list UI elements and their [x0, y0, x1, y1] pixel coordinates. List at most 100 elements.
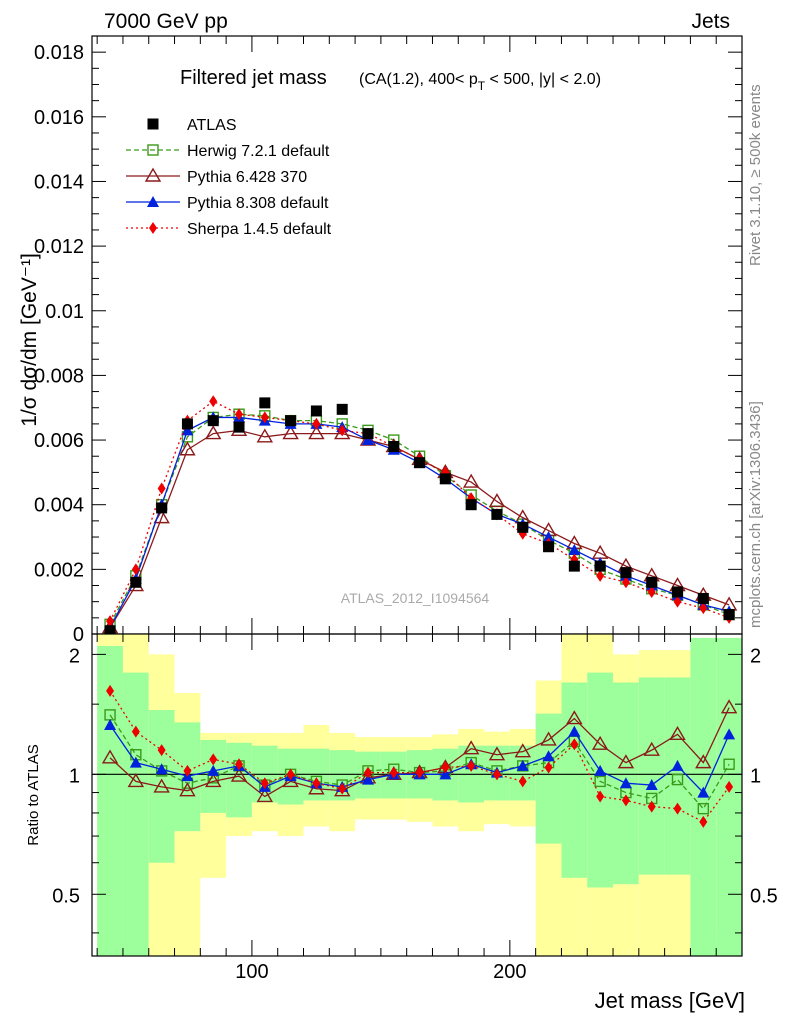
main-point-atlas — [543, 541, 555, 553]
ratio-y-tick-label: 2 — [69, 645, 80, 667]
legend: ATLAS Herwig 7.2.1 default Pythia 6.428 37… — [126, 117, 332, 238]
main-point-sherpa-1-4-5-default — [209, 395, 218, 408]
ratio-point-herwig-7-2-1-default — [594, 775, 606, 788]
legend-label-sherpa-1-4-5-default: Sherpa 1.4.5 default — [187, 221, 332, 238]
main-point-pythia-8-308-default — [181, 424, 194, 436]
ratio-point-pythia-6-428-370 — [101, 749, 119, 764]
ratio-y-axis: 0.5 0.5 1 1 2 2 — [52, 645, 778, 934]
main-point-sherpa-1-4-5-default — [106, 615, 115, 628]
main-point-atlas — [568, 560, 580, 572]
ratio-inner-band — [535, 713, 562, 844]
main-point-atlas — [388, 441, 400, 453]
ratio-x-axis: 100 200 — [96, 634, 743, 983]
main-point-sherpa-1-4-5-default — [235, 408, 244, 421]
rivet-version-label: Rivet 3.1.10, ≥ 500k events — [747, 84, 764, 266]
ratio-point-pythia-6-428-370 — [720, 699, 738, 714]
ratio-point-pythia-8-308-default — [619, 777, 632, 789]
header-energy-label: 7000 GeV pp — [104, 10, 228, 33]
ratio-point-pythia-6-428-370 — [462, 740, 480, 755]
ratio-point-pythia-6-428-370 — [591, 735, 609, 750]
main-point-atlas — [259, 397, 271, 409]
main-line-sherpa-1-4-5-default — [109, 400, 730, 622]
ratio-point-sherpa-1-4-5-default — [441, 761, 450, 774]
main-point-atlas — [414, 457, 426, 469]
main-point-atlas — [130, 576, 142, 588]
ratio-point-sherpa-1-4-5-default — [699, 815, 708, 828]
main-y-tick-label: 0.014 — [34, 171, 84, 193]
ratio-point-sherpa-1-4-5-default — [157, 744, 166, 757]
ratio-point-pythia-8-308-default — [568, 725, 581, 737]
legend-marker-pythia-6-428-370 — [144, 167, 162, 182]
ratio-y-tick-label-right: 2 — [750, 645, 761, 667]
ratio-point-pythia-8-308-default — [516, 759, 529, 771]
ratio-inner-band — [226, 742, 252, 818]
ratio-panel: 0.5 0.5 1 1 2 2 100 200 Ratio to ATLAS Jet mas… — [25, 633, 778, 1013]
x-tick-label: 200 — [493, 961, 526, 983]
legend-label-herwig-7-2-1-default: Herwig 7.2.1 default — [187, 143, 330, 160]
ratio-point-sherpa-1-4-5-default — [492, 768, 501, 781]
main-distribution-panel: 0 0.002 0.004 0.006 0.008 0.01 0.012 0.014 0.016… — [18, 35, 743, 646]
main-point-atlas — [310, 405, 322, 417]
main-point-sherpa-1-4-5-default — [260, 411, 269, 424]
ratio-point-herwig-7-2-1-default — [697, 802, 710, 815]
x-axis-label: Jet mass [GeV] — [595, 988, 745, 1013]
main-y-tick-label: 0 — [73, 624, 84, 646]
main-point-sherpa-1-4-5-default — [699, 602, 708, 615]
ratio-point-sherpa-1-4-5-default — [106, 684, 115, 697]
ratio-point-sherpa-1-4-5-default — [415, 766, 424, 779]
main-point-sherpa-1-4-5-default — [312, 417, 321, 430]
ratio-point-herwig-7-2-1-default — [723, 758, 735, 770]
ratio-inner-band — [716, 637, 742, 956]
ratio-point-pythia-6-428-370 — [127, 773, 145, 788]
ratio-inner-band — [509, 745, 536, 801]
legend-marker-sherpa-1-4-5-default — [149, 222, 157, 234]
ratio-point-sherpa-1-4-5-default — [570, 738, 579, 751]
ratio-point-pythia-8-308-default — [542, 750, 555, 762]
main-point-pythia-6-428-370 — [591, 544, 609, 559]
title-detail-b: < 500, |y| < 2.0) — [485, 71, 601, 88]
title-detail-a: (CA(1.2), 400< p — [359, 71, 478, 88]
main-point-atlas — [336, 403, 348, 415]
ratio-point-pythia-6-428-370 — [153, 778, 170, 793]
ratio-point-sherpa-1-4-5-default — [621, 794, 630, 807]
main-point-atlas — [439, 473, 451, 485]
ratio-inner-band — [97, 645, 123, 956]
main-point-pythia-6-428-370 — [308, 425, 325, 440]
ratio-point-pythia-8-308-default — [439, 768, 452, 780]
main-point-sherpa-1-4-5-default — [596, 569, 605, 582]
ratio-point-pythia-8-308-default — [723, 728, 736, 740]
ratio-inner-band — [122, 672, 149, 956]
ratio-point-sherpa-1-4-5-default — [725, 780, 734, 793]
main-point-atlas — [104, 625, 116, 637]
main-point-atlas — [672, 586, 684, 598]
ratio-uncertainty-bands — [97, 634, 742, 956]
main-title-detail: (CA(1.2), 400< pT < 500, |y| < 2.0) — [359, 71, 601, 93]
ratio-point-pythia-8-308-default — [207, 764, 220, 776]
ratio-inner-band — [200, 739, 227, 813]
ratio-point-sherpa-1-4-5-default — [518, 775, 527, 788]
ratio-point-pythia-6-428-370 — [205, 773, 222, 788]
ratio-point-sherpa-1-4-5-default — [544, 761, 553, 774]
ratio-point-pythia-6-428-370 — [669, 725, 686, 741]
main-point-pythia-6-428-370 — [488, 493, 506, 508]
ratio-point-pythia-8-308-default — [645, 779, 658, 791]
ratio-point-pythia-6-428-370 — [695, 754, 712, 769]
ratio-point-pythia-6-428-370 — [514, 743, 531, 758]
ratio-inner-band — [638, 677, 665, 875]
ratio-point-sherpa-1-4-5-default — [312, 777, 321, 790]
main-y-tick-label: 0.004 — [34, 495, 84, 517]
analysis-watermark: ATLAS_2012_I1094564 — [341, 590, 490, 606]
ratio-inner-band — [664, 677, 691, 875]
ratio-point-pythia-6-428-370 — [230, 767, 248, 782]
main-point-sherpa-1-4-5-default — [338, 424, 347, 437]
ratio-point-pythia-8-308-default — [155, 763, 168, 775]
ratio-point-pythia-8-308-default — [129, 756, 142, 768]
legend-marker-pythia-8-308-default — [147, 196, 159, 207]
ratio-frame — [91, 633, 743, 957]
main-y-tick-label: 0.016 — [34, 107, 84, 129]
main-point-pythia-8-308-default — [542, 531, 555, 543]
main-point-atlas — [620, 567, 632, 579]
legend-label-pythia-6-428-370: Pythia 6.428 370 — [187, 169, 307, 186]
main-point-pythia-6-428-370 — [333, 425, 351, 440]
